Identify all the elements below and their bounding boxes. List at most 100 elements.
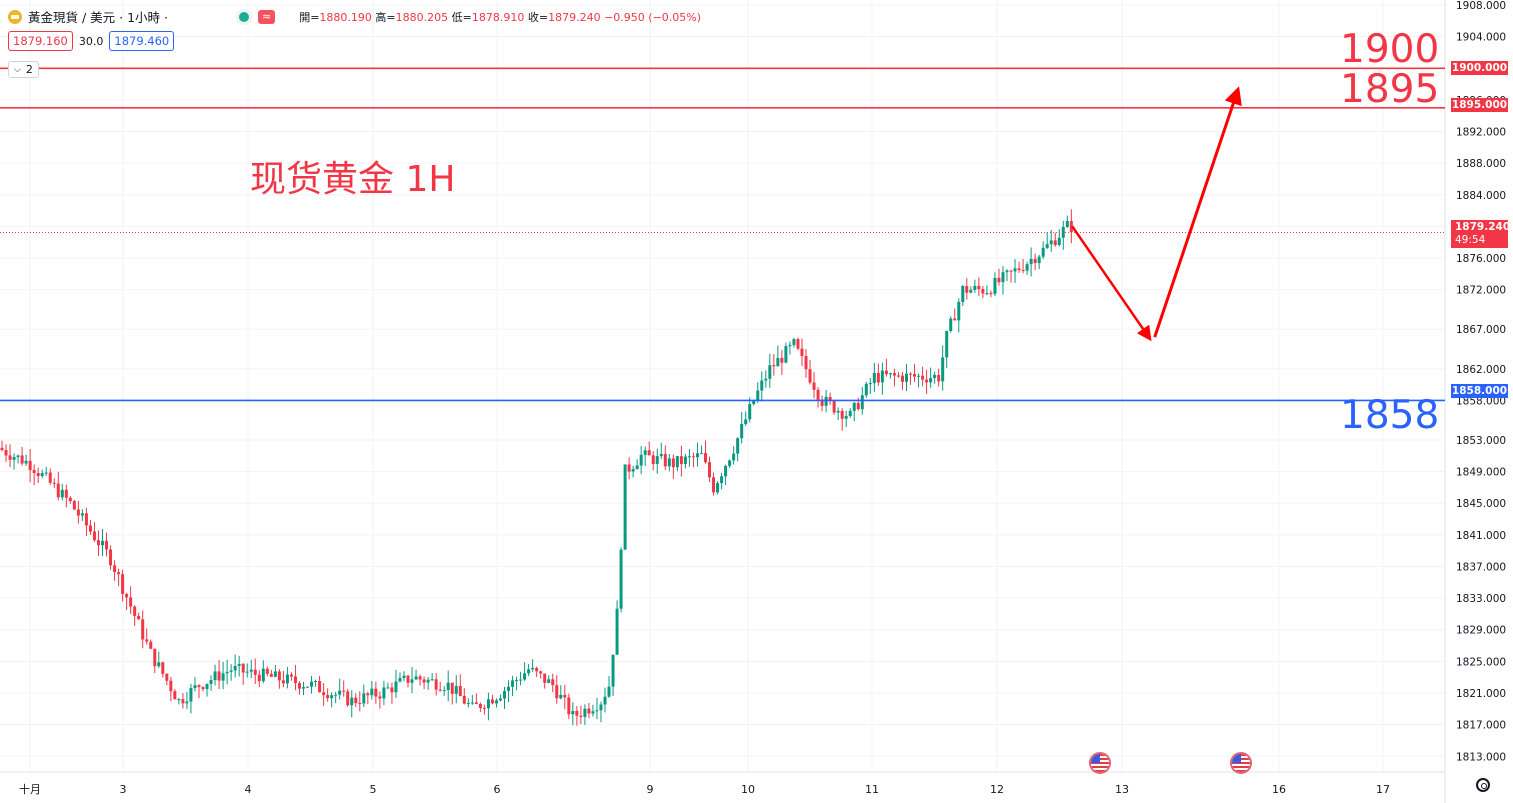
candle-body <box>470 702 474 704</box>
candle-body <box>302 687 305 689</box>
buy-button[interactable]: 1879.460 <box>109 31 175 51</box>
candle-body <box>109 549 113 566</box>
candle-body <box>1017 268 1021 271</box>
candle-body <box>105 540 109 550</box>
chevron-down-icon: ⌵ <box>14 64 21 75</box>
candle-body <box>937 374 941 382</box>
candle-body <box>744 419 748 425</box>
candle-body <box>619 549 623 609</box>
level-label-1900[interactable]: 1900 <box>1340 27 1440 72</box>
candle-body <box>101 540 104 546</box>
us-event-flag-icon[interactable] <box>1230 752 1252 774</box>
candle-body <box>921 375 925 380</box>
candle-body <box>297 683 301 689</box>
candle-body <box>462 695 466 704</box>
candle-body <box>318 680 322 693</box>
candle-body <box>338 690 342 695</box>
candle-body <box>0 447 4 450</box>
indicator-count: 2 <box>25 63 33 76</box>
candle-body <box>973 285 977 290</box>
candle-body <box>306 686 310 688</box>
price-tick-label: 1825.000 <box>1456 656 1506 668</box>
candle-body <box>503 690 506 699</box>
candle-body <box>687 456 691 458</box>
candle-body <box>961 286 965 302</box>
candle-body <box>426 679 430 683</box>
candle-body <box>635 465 639 470</box>
level-label-1858[interactable]: 1858 <box>1340 393 1440 438</box>
level-label-1895[interactable]: 1895 <box>1340 67 1440 112</box>
candle-body <box>1001 272 1005 283</box>
candle-body <box>64 489 68 498</box>
price-tick-label: 1858.000 <box>1456 395 1506 407</box>
high-value: 1880.205 <box>395 10 449 24</box>
candle-body <box>957 301 961 321</box>
candle-body <box>896 375 900 377</box>
bar-countdown: 49:54 <box>1455 234 1486 246</box>
candle-body <box>454 685 458 694</box>
candle-body <box>1005 270 1009 273</box>
indicators-toggle[interactable]: ⌵ 2 <box>8 61 39 78</box>
price-axis <box>1445 0 1513 803</box>
candle-body <box>1049 240 1053 245</box>
candle-body <box>736 438 740 454</box>
price-tick-label: 1853.000 <box>1456 435 1506 447</box>
candle-body <box>96 540 100 546</box>
candle-body <box>864 383 868 396</box>
candle-body <box>458 685 462 696</box>
candle-body <box>273 671 277 677</box>
candle-body <box>269 673 273 677</box>
candle-body <box>559 694 563 699</box>
approx-icon[interactable]: ≈ <box>257 9 276 24</box>
candle-body <box>969 289 973 293</box>
candle-body <box>281 680 285 684</box>
candle-body <box>1053 240 1057 246</box>
candle-body <box>659 454 663 457</box>
settings-gear-icon[interactable] <box>1476 778 1490 792</box>
price-tick-label: 1908.000 <box>1456 0 1506 12</box>
candle-body <box>792 339 796 345</box>
candle-body <box>760 380 764 391</box>
candle-body <box>997 277 1001 283</box>
candle-body <box>442 690 446 692</box>
candle-body <box>651 455 655 464</box>
candle-body <box>647 450 651 456</box>
candle-body <box>310 681 314 687</box>
candle-body <box>583 708 587 717</box>
candle-body <box>655 456 659 464</box>
chart-annotation[interactable]: 现货黄金 1H <box>250 159 456 200</box>
candle-body <box>708 462 712 478</box>
candle-body <box>535 667 539 672</box>
candle-body <box>728 460 732 466</box>
sell-button[interactable]: 1879.160 <box>8 31 73 51</box>
candle-body <box>68 497 72 502</box>
candle-body <box>494 700 498 704</box>
candle-body <box>478 703 482 708</box>
candle-body <box>40 473 44 477</box>
candle-body <box>20 455 24 464</box>
candle-body <box>386 687 390 689</box>
candle-body <box>48 472 52 483</box>
candle-body <box>265 668 269 674</box>
candle-body <box>141 619 145 640</box>
forecast-arrow-up <box>1153 86 1242 338</box>
candle-body <box>237 663 241 666</box>
candle-body <box>720 476 724 484</box>
price-tick-label: 1904.000 <box>1456 32 1506 44</box>
candle-body <box>257 674 261 682</box>
candle-body <box>233 665 237 671</box>
time-tick-label: 9 <box>647 783 654 796</box>
market-status-icon[interactable] <box>235 8 252 25</box>
candle-body <box>422 679 426 683</box>
candle-body <box>197 685 201 688</box>
candle-body <box>571 710 575 715</box>
candle-body <box>1061 227 1065 238</box>
candle-body <box>905 373 908 382</box>
candle-body <box>764 378 768 381</box>
symbol-title[interactable]: 黃金現貨 / 美元 · 1小時 · <box>28 10 168 25</box>
candle-body <box>732 453 736 461</box>
us-event-flag-icon[interactable] <box>1089 752 1111 774</box>
price-tick-label: 1892.000 <box>1456 127 1506 139</box>
candle-body <box>181 699 185 704</box>
